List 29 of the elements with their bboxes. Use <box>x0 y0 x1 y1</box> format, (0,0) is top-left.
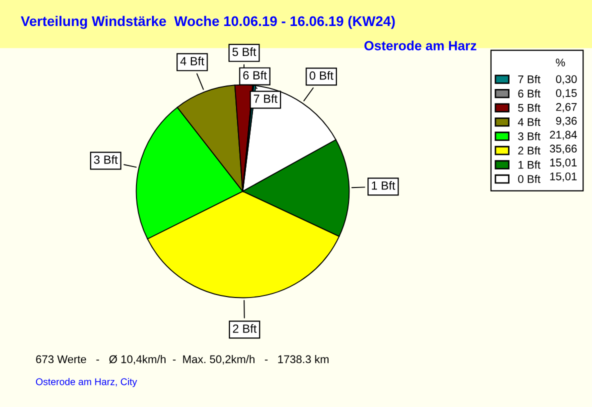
data-label: 15,01 <box>550 158 577 168</box>
legend-label: 6 Bft <box>518 89 540 98</box>
text: Osterode am Harz, City <box>36 378 138 388</box>
chart-title: Verteilung Windstärke Woche 10.06.19 - 16.06.19 (KW24) <box>20 16 395 29</box>
text: 673 Werte - Ø 10,4km/h - Max. 50,2km/h - 1738.3 km <box>36 355 329 364</box>
legend-label: 2 Bft <box>518 146 540 154</box>
data-label: 35,66 <box>550 144 577 154</box>
slice-label: 5 Bft <box>232 47 256 56</box>
legend-label: 0 Bft <box>518 174 540 184</box>
slice-label: 1 Bft <box>372 181 396 190</box>
legend-label: 3 Bft <box>518 132 540 140</box>
data-label: 0,15 <box>556 89 577 98</box>
legend-title: % <box>556 58 565 66</box>
data-label: 9,36 <box>556 116 577 126</box>
data-label: 21,84 <box>550 130 577 140</box>
data-label: 0,30 <box>556 75 577 84</box>
slice-label: 3 Bft <box>94 155 118 164</box>
legend-label: 7 Bft <box>518 75 540 84</box>
legend-label: 5 Bft <box>518 104 540 112</box>
data-label: 2,67 <box>556 103 577 112</box>
slice-label: 2 Bft <box>232 324 257 333</box>
category-label: 6 Bft <box>243 70 267 80</box>
slice-label: 4 Bft <box>180 56 204 66</box>
slice-label: 7 Bft <box>254 94 278 103</box>
chart-subtitle: Osterode am Harz <box>364 40 476 50</box>
legend-label: 4 Bft <box>518 118 540 126</box>
legend-label: 1 Bft <box>518 160 540 169</box>
slice-label: 0 Bft <box>310 71 334 80</box>
data-label: 15,01 <box>550 172 577 182</box>
